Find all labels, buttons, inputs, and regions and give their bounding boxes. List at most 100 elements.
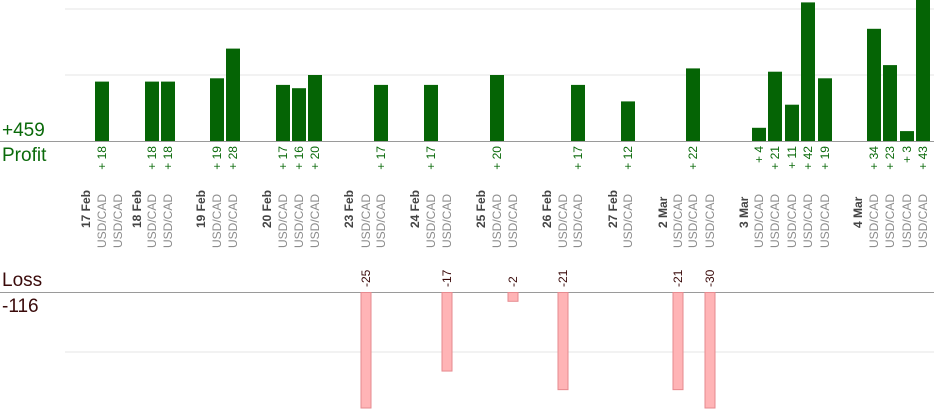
profit-value-label: + 12: [621, 146, 635, 170]
profit-value-label: + 3: [900, 146, 914, 163]
loss-bar: [360, 292, 372, 409]
pair-label: USD/CAD: [161, 194, 175, 248]
pair-label: USD/CAD: [506, 194, 520, 248]
profit-bar: [490, 75, 504, 141]
profit-value-label: + 19: [210, 146, 224, 170]
profit-bar: [883, 65, 897, 141]
profit-value-label: + 17: [276, 146, 290, 170]
profit-bar: [752, 127, 766, 141]
pair-label: USD/CAD: [752, 194, 766, 248]
profit-bar: [145, 81, 159, 141]
loss-value-label: -21: [556, 269, 570, 287]
date-label: 23 Feb: [342, 190, 356, 228]
loss-value-label: -17: [440, 269, 454, 287]
profit-value-label: + 18: [145, 146, 159, 170]
profit-bar: [867, 28, 881, 141]
date-label: 20 Feb: [260, 190, 274, 228]
pair-label: USD/CAD: [686, 194, 700, 248]
pair-label: USD/CAD: [111, 194, 125, 248]
profit-bar: [226, 48, 240, 141]
profit-bar: [900, 131, 914, 141]
profit-value-label: + 22: [686, 146, 700, 170]
profit-bar: [818, 78, 832, 141]
profit-total: +459: [2, 120, 45, 141]
loss-value-label: -25: [359, 269, 373, 287]
pair-label: USD/CAD: [671, 194, 685, 248]
loss-value-label: -21: [671, 269, 685, 287]
profit-value-label: + 17: [424, 146, 438, 170]
pair-label: USD/CAD: [226, 194, 240, 248]
pair-label: USD/CAD: [900, 194, 914, 248]
profit-bar: [374, 84, 388, 141]
profit-bar: [571, 84, 585, 141]
profit-bar: [686, 68, 700, 141]
pair-label: USD/CAD: [359, 194, 373, 248]
profit-value-label: + 4: [752, 146, 766, 163]
pair-label: USD/CAD: [785, 194, 799, 248]
pair-label: USD/CAD: [308, 194, 322, 248]
pair-label: USD/CAD: [374, 194, 388, 248]
profit-bar: [785, 104, 799, 141]
pair-label: USD/CAD: [424, 194, 438, 248]
pair-label: USD/CAD: [768, 194, 782, 248]
date-label: 18 Feb: [130, 190, 144, 228]
pair-label: USD/CAD: [95, 194, 109, 248]
pair-label: USD/CAD: [867, 194, 881, 248]
profit-value-label: + 18: [161, 146, 175, 170]
pair-label: USD/CAD: [818, 194, 832, 248]
profit-bar: [276, 84, 290, 141]
loss-bar: [557, 292, 569, 391]
profit-value-label: + 43: [916, 146, 930, 170]
profit-value-label: + 18: [95, 146, 109, 170]
profit-value-label: + 11: [785, 146, 799, 169]
pair-label: USD/CAD: [916, 194, 930, 248]
profit-bar: [424, 84, 438, 141]
loss-label: Loss: [2, 270, 43, 291]
profit-value-label: + 19: [818, 146, 832, 170]
loss-value-label: -30: [703, 269, 717, 287]
profit-label: Profit: [2, 145, 47, 166]
profit-bar: [916, 0, 930, 141]
pair-label: USD/CAD: [145, 194, 159, 248]
profit-value-label: + 34: [867, 146, 881, 170]
pair-label: USD/CAD: [571, 194, 585, 248]
profit-bar: [768, 71, 782, 141]
profit-value-label: + 42: [801, 146, 815, 170]
profit-value-label: + 21: [768, 146, 782, 170]
profit-value-label: + 17: [571, 146, 585, 170]
profit-value-label: + 28: [226, 146, 240, 170]
pair-label: USD/CAD: [292, 194, 306, 248]
pair-label: USD/CAD: [556, 194, 570, 248]
pair-label: USD/CAD: [703, 194, 717, 248]
profit-value-label: + 20: [308, 146, 322, 170]
pair-label: USD/CAD: [210, 194, 224, 248]
pair-label: USD/CAD: [801, 194, 815, 248]
loss-total: -116: [2, 296, 39, 317]
profit-value-label: + 20: [490, 146, 504, 170]
profit-bar: [292, 88, 306, 141]
loss-bar: [507, 292, 519, 302]
profit-bar: [161, 81, 175, 141]
pair-label: USD/CAD: [621, 194, 635, 248]
pair-label: USD/CAD: [883, 194, 897, 248]
date-label: 24 Feb: [408, 190, 422, 228]
profit-bar: [95, 81, 109, 141]
pair-label: USD/CAD: [490, 194, 504, 248]
loss-bar: [704, 292, 716, 409]
date-label: 4 Mar: [851, 196, 865, 228]
loss-bar: [672, 292, 684, 391]
date-label: 3 Mar: [737, 196, 751, 228]
profit-bar: [621, 101, 635, 141]
pair-label: USD/CAD: [440, 194, 454, 248]
loss-value-label: -2: [506, 276, 520, 287]
profit-value-label: + 16: [292, 146, 306, 170]
date-label: 17 Feb: [79, 190, 93, 228]
profit-value-label: + 17: [374, 146, 388, 170]
profit-bar: [308, 75, 322, 141]
pair-label: USD/CAD: [276, 194, 290, 248]
date-label: 25 Feb: [474, 190, 488, 228]
profit-value-label: + 23: [883, 146, 897, 170]
date-label: 2 Mar: [656, 196, 670, 228]
date-label: 26 Feb: [540, 190, 554, 228]
